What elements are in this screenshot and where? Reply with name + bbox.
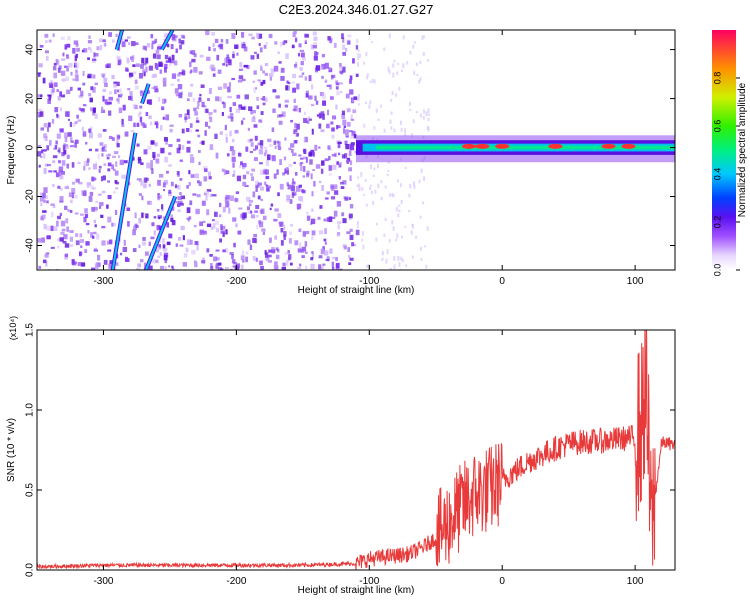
heatmap-x-tick-label: -300 <box>93 276 113 287</box>
snr-x-ticks: -300 -200 -100 0 100 <box>93 330 644 587</box>
colorbar-ticks: 0.0 0.2 0.4 0.6 0.8 <box>712 72 740 277</box>
heatmap-x-tick-label: 100 <box>627 276 644 287</box>
colorbar-tick-label: 0.0 <box>712 264 722 277</box>
heatmap-x-axis-label: Height of straight line (km) <box>298 285 415 296</box>
colorbar-tick-label: 0.4 <box>712 168 722 181</box>
snr-y-ticks: 0.0 0.5 1.0 1.5 <box>25 323 675 577</box>
snr-x-tick-label: -200 <box>226 576 246 587</box>
snr-y-tick-label: 1.5 <box>25 323 36 337</box>
heatmap-signal-band <box>356 135 675 163</box>
heatmap-x-ticks: -300 -200 -100 0 100 <box>93 30 644 287</box>
colorbar-gradient <box>712 30 736 270</box>
snr-y-tick-label: 0.5 <box>25 483 36 497</box>
heatmap-y-tick-label: 0 <box>25 144 36 150</box>
heatmap-y-tick-label: -40 <box>25 238 36 253</box>
snr-y-axis-label: SNR (10 * v/v) <box>6 418 17 482</box>
heatmap-streak <box>111 132 137 270</box>
snr-multiplier: (x10⁴) <box>8 316 18 340</box>
snr-panel: -300 -200 -100 0 100 0.0 0.5 1.0 1.5 (x10⁴) Hei… <box>6 316 676 596</box>
heatmap-x-tick-label: -200 <box>226 276 246 287</box>
snr-frame <box>36 329 676 571</box>
snr-x-tick-label: -100 <box>359 576 379 587</box>
colorbar-tick-label: 0.6 <box>712 120 722 133</box>
snr-series-line <box>37 330 675 570</box>
heatmap-streak <box>115 30 124 50</box>
colorbar-tick-label: 0.8 <box>712 72 722 85</box>
snr-x-tick-label: 100 <box>627 576 644 587</box>
chart-title: C2E3.2024.346.01.27.G27 <box>279 2 434 17</box>
heatmap-noise <box>37 30 430 270</box>
heatmap-x-tick-label: 0 <box>499 276 505 287</box>
heatmap-frame <box>36 29 676 271</box>
snr-x-axis-label: Height of straight line (km) <box>298 585 415 596</box>
heatmap-y-tick-label: 40 <box>25 44 36 56</box>
snr-x-tick-label: 0 <box>499 576 505 587</box>
snr-x-tick-label: -300 <box>93 576 113 587</box>
heatmap-streak <box>141 83 150 104</box>
snr-y-tick-label: 0.0 <box>25 563 36 577</box>
colorbar-label: Normalized spectral amplitude <box>737 82 748 217</box>
heatmap-x-tick-label: -100 <box>359 276 379 287</box>
heatmap-y-tick-label: 20 <box>25 93 36 105</box>
heatmap-y-tick-label: -20 <box>25 189 36 204</box>
colorbar: 0.0 0.2 0.4 0.6 0.8 Normalized spectral ampl… <box>712 30 748 276</box>
heatmap-y-axis-label: Frequency (Hz) <box>6 116 17 185</box>
colorbar-tick-label: 0.2 <box>712 216 722 229</box>
heatmap-y-ticks: -40 -20 0 20 40 <box>25 44 675 253</box>
heatmap-streak <box>145 196 177 270</box>
heatmap-marks <box>37 30 675 270</box>
snr-y-tick-label: 1.0 <box>25 403 36 417</box>
heatmap-streak <box>161 30 174 51</box>
